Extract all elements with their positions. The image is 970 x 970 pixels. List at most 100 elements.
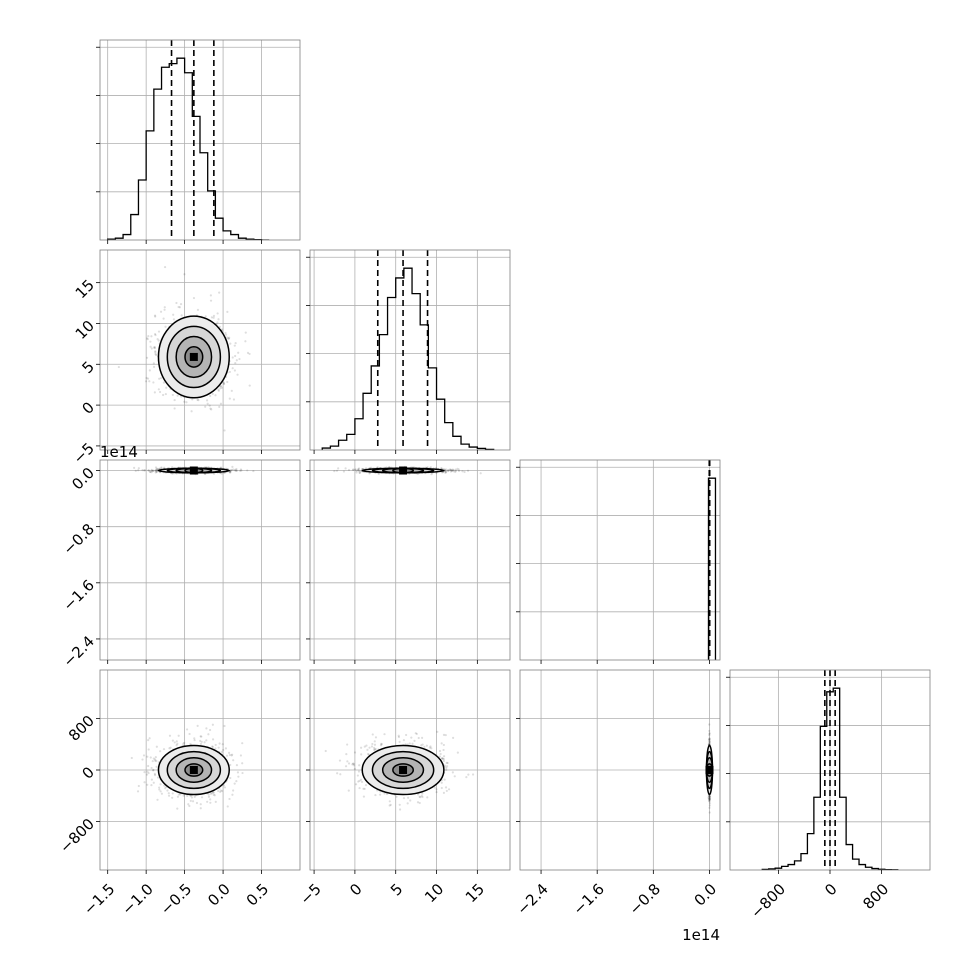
scatter-point xyxy=(397,735,400,739)
scatter-point xyxy=(163,308,166,311)
scatter-point xyxy=(444,471,447,474)
scatter-point xyxy=(163,306,166,309)
scatter-point xyxy=(226,336,229,339)
scatter-point xyxy=(229,342,232,345)
scatter-point xyxy=(449,470,452,473)
scatter-point xyxy=(217,789,220,793)
scatter-point xyxy=(212,793,215,796)
scatter-point xyxy=(227,337,230,340)
scatter-point xyxy=(214,800,217,804)
scatter-point xyxy=(152,346,156,349)
scatter-point xyxy=(150,778,153,781)
scatter-point xyxy=(442,759,446,763)
scatter-point xyxy=(232,398,236,401)
scatter-point xyxy=(438,749,442,753)
scatter-point xyxy=(461,470,464,473)
scatter-point xyxy=(440,781,443,784)
scatter-point xyxy=(233,369,237,372)
scatter-point xyxy=(212,472,216,475)
scatter-point xyxy=(452,470,455,473)
scatter-point xyxy=(158,467,161,470)
scatter-point xyxy=(155,353,158,357)
scatter-point xyxy=(188,804,191,808)
scatter-point xyxy=(220,328,224,331)
scatter-point xyxy=(426,796,429,799)
scatter-point xyxy=(214,747,217,750)
scatter-point xyxy=(423,745,426,748)
scatter-point xyxy=(155,469,158,472)
scatter-point xyxy=(152,362,155,365)
scatter-point xyxy=(222,748,225,752)
scatter-point xyxy=(154,468,158,471)
contour-line xyxy=(392,763,415,777)
scatter-point xyxy=(203,741,206,744)
scatter-point xyxy=(164,325,167,328)
scatter-point xyxy=(228,753,232,757)
scatter-point xyxy=(235,780,238,783)
pair-panel-1-0 xyxy=(100,250,300,450)
scatter-point xyxy=(378,793,382,796)
scatter-point xyxy=(383,733,386,736)
scatter-point xyxy=(159,377,163,380)
scatter-point xyxy=(352,764,356,767)
scatter-point xyxy=(452,469,455,472)
scatter-point xyxy=(154,755,157,759)
scatter-point xyxy=(192,296,196,300)
panel-frame xyxy=(309,459,511,661)
scatter-point xyxy=(178,306,181,309)
scatter-point xyxy=(146,338,149,341)
scatter-point xyxy=(444,470,448,474)
scatter-point xyxy=(236,373,239,376)
scatter-point xyxy=(373,740,376,743)
scatter-point xyxy=(147,469,150,472)
scatter-point xyxy=(200,735,203,738)
scatter-point xyxy=(171,796,174,799)
scatter-point xyxy=(147,469,150,472)
scatter-point xyxy=(179,303,183,306)
scatter-point xyxy=(339,773,342,776)
scatter-point xyxy=(136,790,140,793)
scatter-point xyxy=(209,294,212,297)
scatter-point xyxy=(150,471,153,474)
scatter-point xyxy=(207,466,210,469)
scatter-point xyxy=(156,338,159,341)
scatter-point xyxy=(176,807,179,810)
scatter-point xyxy=(168,734,172,737)
scatter-point xyxy=(157,339,160,342)
scatter-point xyxy=(444,468,448,471)
scatter-point xyxy=(445,768,448,771)
scatter-point xyxy=(158,786,161,789)
scatter-point xyxy=(388,804,391,807)
scatter-point xyxy=(230,468,234,472)
scatter-point xyxy=(452,736,455,740)
scatter-point xyxy=(379,744,383,747)
scatter-point xyxy=(333,470,336,473)
scatter-point xyxy=(226,805,229,808)
scatter-point xyxy=(457,468,460,471)
scatter-point xyxy=(169,746,172,749)
scatter-point xyxy=(147,764,150,768)
scatter-point xyxy=(157,388,160,391)
scatter-point xyxy=(416,801,420,804)
scatter-point xyxy=(211,392,214,395)
scatter-point xyxy=(229,469,232,472)
scatter-point xyxy=(177,305,180,309)
scatter-point xyxy=(154,471,157,474)
scatter-point xyxy=(191,398,194,401)
scatter-point xyxy=(240,469,243,472)
scatter-point xyxy=(171,792,174,795)
scatter-point xyxy=(222,382,226,385)
scatter-point xyxy=(356,468,360,471)
scatter-point xyxy=(153,345,156,349)
scatter-point xyxy=(209,801,212,804)
scatter-point xyxy=(147,739,150,742)
scatter-point xyxy=(205,399,209,402)
scatter-point xyxy=(191,800,195,803)
scatter-point xyxy=(358,779,361,782)
scatter-point xyxy=(167,794,171,797)
scatter-point xyxy=(218,405,221,409)
scatter-point xyxy=(447,788,451,791)
scatter-point xyxy=(183,273,186,276)
scatter-point xyxy=(167,792,170,795)
scatter-point xyxy=(411,742,414,745)
